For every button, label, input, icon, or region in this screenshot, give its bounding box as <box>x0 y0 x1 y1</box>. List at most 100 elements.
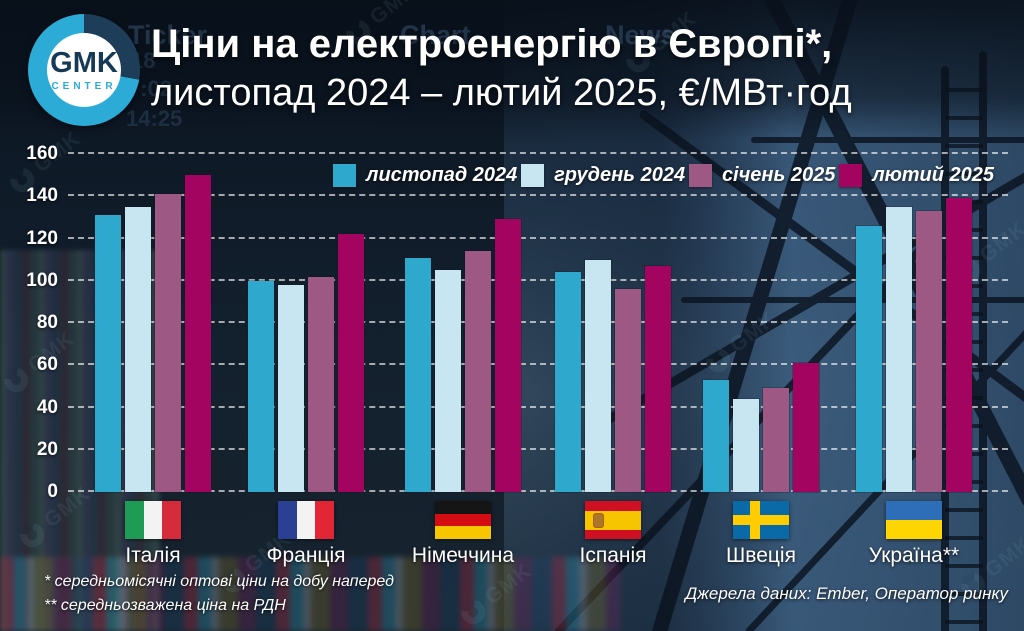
bar-spain-series2 <box>615 289 641 492</box>
footnote-line1: * середньомісячні оптові ціни на добу на… <box>44 573 394 590</box>
bar-ukraine-series0 <box>856 226 882 492</box>
gridline-60 <box>68 363 1008 366</box>
bars-spain <box>555 154 671 492</box>
bg-tab-chart: Chart <box>400 20 471 50</box>
legend-label-0: листопад 2024 <box>366 164 518 186</box>
bar-italy-series1 <box>125 207 151 492</box>
y-tick-40: 40 <box>36 396 58 418</box>
y-tick-80: 80 <box>36 312 58 333</box>
bar-sweden-series2 <box>763 388 789 492</box>
country-group-ukraine: Україна** <box>856 154 972 567</box>
country-group-spain: Іспанія <box>555 154 671 567</box>
flag-stripe <box>125 501 144 539</box>
bars-france <box>248 154 364 492</box>
legend-label-3: лютий 2025 <box>872 164 994 186</box>
legend-swatch-icon <box>521 164 545 187</box>
flag-germany <box>435 501 491 539</box>
bar-spain-series3 <box>645 266 671 492</box>
bar-france-series2 <box>308 277 334 492</box>
country-label-ukraine: Україна** <box>868 544 960 567</box>
flag-stripe <box>886 501 942 520</box>
bar-sweden-series3 <box>793 363 819 492</box>
flag-stripe <box>315 501 334 539</box>
legend-item-3: лютий 2025 <box>839 164 994 187</box>
flag-stripe <box>585 529 641 539</box>
flag-stripe <box>435 501 491 514</box>
flag-stripe <box>435 526 491 539</box>
footnote-line2: ** середньозважена ціна на РДН <box>44 597 286 614</box>
data-source: Джерела даних: Ember, Оператор ринку <box>685 584 1008 603</box>
gridline-80 <box>68 321 1008 323</box>
bars-sweden <box>703 154 819 492</box>
bar-sweden-series1 <box>733 399 759 492</box>
flag-stripe <box>585 510 641 530</box>
bar-ukraine-series2 <box>916 211 942 492</box>
country-label-france: Франція <box>266 544 346 567</box>
bg-faint-number: 14:25 <box>126 106 183 131</box>
gridline-20 <box>68 447 1008 450</box>
gmk-logo-subtext: CENTER <box>51 80 117 92</box>
legend-swatch-icon <box>688 164 712 187</box>
flag-stripe <box>585 501 641 511</box>
chart-legend: листопад 2024 грудень 2024 січень 2025 люти… <box>333 164 994 187</box>
flag-ukraine <box>886 501 942 539</box>
gridline-40 <box>68 405 1008 408</box>
bar-ukraine-series1 <box>886 207 912 492</box>
y-tick-60: 60 <box>36 354 58 376</box>
country-label-spain: Іспанія <box>579 544 647 567</box>
country-label-germany: Німеччина <box>411 544 515 567</box>
bars-italy <box>95 154 211 492</box>
gmk-logo-text: GMK <box>50 46 118 79</box>
legend-label-2: січень 2025 <box>721 164 836 186</box>
bar-germany-series2 <box>465 251 491 492</box>
bar-italy-series3 <box>185 175 211 492</box>
bar-germany-series0 <box>405 258 431 492</box>
y-tick-0: 0 <box>47 481 58 502</box>
y-tick-100: 100 <box>26 269 58 291</box>
stock-screen-topbar: Ticker Chart News 18 7:02 14:25 <box>0 0 1024 140</box>
footnotes: * середньомісячні оптові ціни на добу на… <box>44 570 394 618</box>
y-tick-120: 120 <box>26 227 58 249</box>
flag-spain <box>585 501 641 539</box>
bg-tab-ticker: Ticker <box>128 20 208 50</box>
country-group-france: Франція <box>248 154 364 567</box>
legend-item-2: січень 2025 <box>688 164 836 187</box>
flag-stripe <box>143 501 163 539</box>
spain-coat-of-arms <box>594 513 603 527</box>
plot-area: листопад 2024 грудень 2024 січень 2025 люти… <box>68 152 1008 567</box>
bar-germany-series3 <box>495 219 521 492</box>
gridline-140 <box>68 194 1008 197</box>
bar-ukraine-series3 <box>946 198 972 492</box>
y-tick-20: 20 <box>36 438 58 460</box>
bar-spain-series0 <box>555 272 581 492</box>
gridline-160 <box>68 152 1008 154</box>
flag-stripe <box>278 501 297 539</box>
page-title-line2: листопад 2024 – лютий 2025, €/МВт·год <box>151 72 852 114</box>
gmk-logo-inner: GMK CENTER <box>47 33 121 107</box>
legend-item-0: листопад 2024 <box>333 164 517 187</box>
page-title-line1: Ціни на електроенергію в Європі*, <box>151 22 833 66</box>
country-group-germany: Німеччина <box>405 154 521 567</box>
bar-sweden-series0 <box>703 380 729 492</box>
country-group-sweden: Швеція <box>703 154 819 567</box>
legend-label-1: грудень 2024 <box>554 164 686 186</box>
flag-stripe <box>435 513 491 527</box>
bar-france-series1 <box>278 285 304 492</box>
flag-italy <box>125 501 181 539</box>
bar-france-series0 <box>248 281 274 492</box>
y-axis: 0 20 40 60 80 100 120 140 160 <box>14 143 58 502</box>
bar-italy-series0 <box>95 215 121 492</box>
legend-swatch-icon <box>839 164 863 187</box>
flag-cross-horizontal <box>733 515 789 525</box>
bar-france-series3 <box>338 234 364 492</box>
gridline-120 <box>68 236 1008 239</box>
gridline-0 <box>68 490 1008 492</box>
legend-item-1: грудень 2024 <box>521 164 685 187</box>
flag-stripe <box>162 501 181 539</box>
country-label-sweden: Швеція <box>726 544 796 567</box>
bar-italy-series2 <box>155 194 181 492</box>
country-label-italy: Італія <box>125 544 181 567</box>
bar-germany-series1 <box>435 270 461 492</box>
bars-ukraine <box>856 154 972 492</box>
